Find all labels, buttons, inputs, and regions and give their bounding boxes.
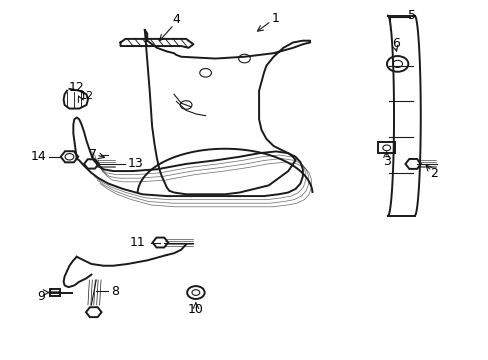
Text: 8: 8	[111, 285, 119, 298]
Text: 14: 14	[30, 150, 46, 163]
Text: 10: 10	[187, 303, 203, 316]
Text: 3: 3	[382, 155, 390, 168]
Text: 4: 4	[172, 13, 180, 27]
Text: 9: 9	[37, 289, 45, 303]
Text: 6: 6	[391, 37, 399, 50]
Text: 13: 13	[127, 157, 143, 170]
Text: 7: 7	[89, 148, 97, 162]
Text: 12: 12	[69, 81, 84, 94]
Bar	[50, 289, 60, 296]
Text: 1: 1	[272, 12, 280, 25]
Text: 12: 12	[80, 91, 94, 101]
Text: 5: 5	[407, 9, 415, 22]
Bar	[377, 143, 394, 153]
Text: 2: 2	[429, 167, 437, 180]
Text: 11: 11	[130, 236, 145, 249]
